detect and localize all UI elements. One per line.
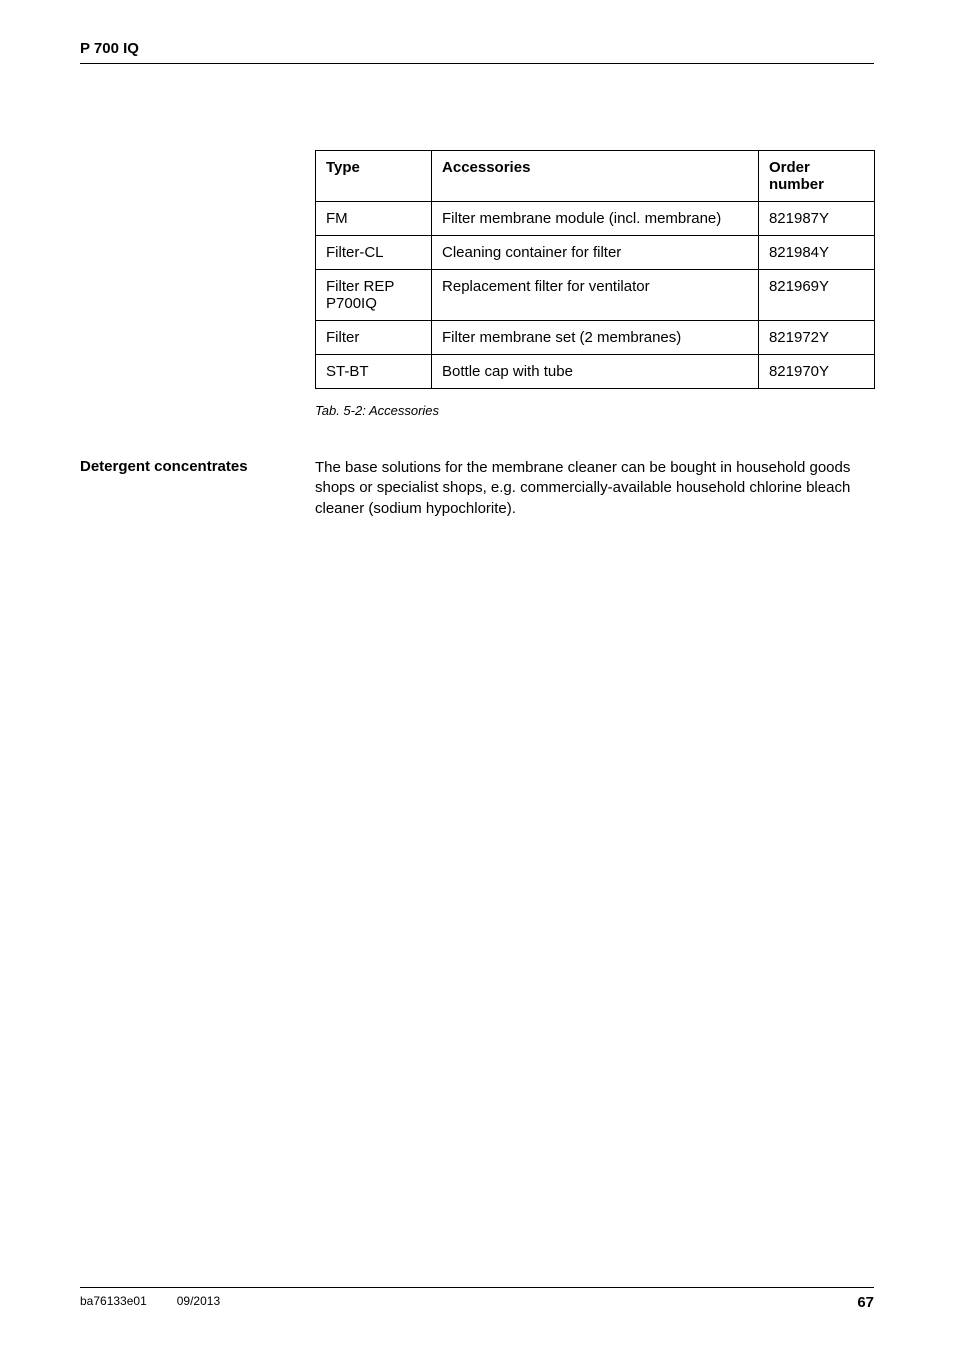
table-row: Filter-CL Cleaning container for filter … (316, 236, 875, 270)
header-rule (80, 63, 874, 64)
cell-order: 821969Y (758, 270, 874, 321)
table-row: FM Filter membrane module (incl. membran… (316, 202, 875, 236)
table-caption: Tab. 5-2: Accessories (315, 403, 874, 418)
cell-order: 821972Y (758, 321, 874, 355)
detergent-section: Detergent concentrates The base solution… (80, 458, 874, 519)
col-header-accessories: Accessories (432, 151, 759, 202)
cell-type: Filter-CL (316, 236, 432, 270)
cell-accessories: Bottle cap with tube (432, 355, 759, 389)
col-header-order: Order number (758, 151, 874, 202)
cell-type: Filter (316, 321, 432, 355)
cell-order: 821987Y (758, 202, 874, 236)
cell-type: Filter REP P700IQ (316, 270, 432, 321)
cell-type: FM (316, 202, 432, 236)
cell-order: 821984Y (758, 236, 874, 270)
cell-type: ST-BT (316, 355, 432, 389)
cell-accessories: Cleaning container for filter (432, 236, 759, 270)
footer-doc-id: ba76133e01 (80, 1294, 147, 1311)
footer-rule (80, 1287, 874, 1288)
content-area: Type Accessories Order number FM Filter … (80, 150, 874, 519)
page-header: P 700 IQ (80, 40, 874, 64)
page-footer: ba76133e01 09/2013 67 (80, 1287, 874, 1311)
detergent-label: Detergent concentrates (80, 458, 315, 519)
col-header-type: Type (316, 151, 432, 202)
cell-accessories: Replacement filter for ventilator (432, 270, 759, 321)
footer-date: 09/2013 (177, 1294, 220, 1311)
footer-left: ba76133e01 09/2013 (80, 1294, 220, 1311)
cell-accessories: Filter membrane set (2 membranes) (432, 321, 759, 355)
table-row: Filter Filter membrane set (2 membranes)… (316, 321, 875, 355)
cell-order: 821970Y (758, 355, 874, 389)
cell-accessories: Filter membrane module (incl. membrane) (432, 202, 759, 236)
accessories-table: Type Accessories Order number FM Filter … (315, 150, 875, 389)
footer-page-number: 67 (857, 1294, 874, 1311)
table-row: Filter REP P700IQ Replacement filter for… (316, 270, 875, 321)
footer-row: ba76133e01 09/2013 67 (80, 1294, 874, 1311)
document-title: P 700 IQ (80, 40, 874, 57)
table-header-row: Type Accessories Order number (316, 151, 875, 202)
detergent-body: The base solutions for the membrane clea… (315, 458, 874, 519)
table-row: ST-BT Bottle cap with tube 821970Y (316, 355, 875, 389)
